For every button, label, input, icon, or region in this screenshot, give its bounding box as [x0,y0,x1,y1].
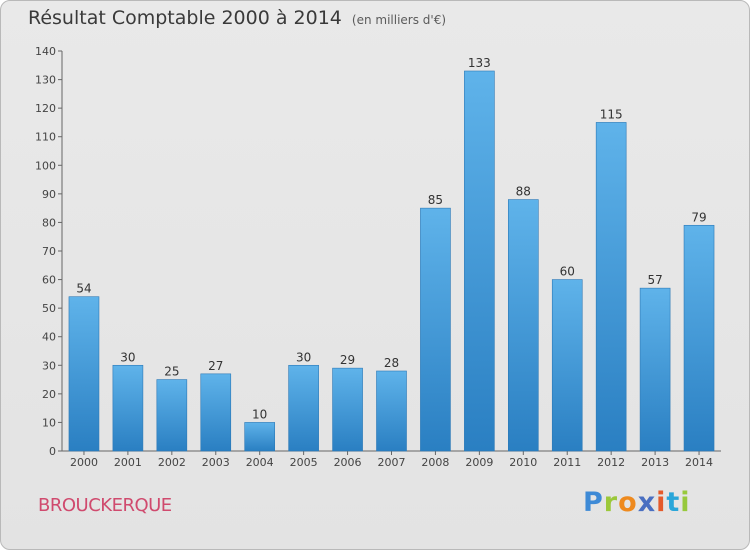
bar [332,367,363,452]
bar-value-label: 57 [647,273,662,287]
bar-value-label: 25 [164,365,179,379]
y-tick-label: 60 [42,274,56,287]
logo-letter: i [656,487,667,518]
chart-subtitle: (en milliers d'€) [351,13,447,27]
bar-value-label: 115 [600,107,623,121]
bar [464,70,495,452]
bar-value-label: 133 [468,56,491,70]
y-tick-label: 140 [35,45,56,58]
bar-value-label: 10 [252,407,267,421]
logo-letter: x [637,487,657,518]
y-tick-label: 70 [42,245,56,258]
bar [288,364,319,452]
x-tick-label: 2000 [70,456,98,469]
y-tick-label: 40 [42,331,56,344]
y-tick-label: 30 [42,359,56,372]
x-tick-label: 2011 [553,456,581,469]
x-tick-label: 2004 [246,456,274,469]
x-tick-label: 2003 [202,456,230,469]
y-tick-label: 20 [42,388,56,401]
bar-value-label: 28 [384,356,399,370]
chart-title-main: Résultat Comptable 2000 à 2014 [28,7,342,29]
y-tick-label: 0 [49,445,56,458]
logo-letter: o [618,487,638,518]
bar [112,364,144,452]
y-tick-label: 110 [35,131,56,144]
logo-letter: t [666,487,681,518]
x-tick-label: 2010 [509,456,537,469]
y-tick-label: 80 [42,216,56,229]
bar [156,379,188,452]
x-tick-label: 2009 [465,456,493,469]
y-tick-label: 120 [35,102,56,115]
proxiti-logo: Proxiti [583,487,691,518]
bar [639,287,671,452]
bar [551,279,583,452]
bar [200,373,232,452]
y-tick-label: 10 [42,416,56,429]
y-tick-label: 90 [42,188,56,201]
bar-value-label: 79 [691,210,706,224]
x-tick-label: 2014 [685,456,713,469]
x-tick-label: 2008 [421,456,449,469]
bar [595,122,627,452]
y-tick-label: 50 [42,302,56,315]
chart-bars: 54 30 25 27 10 30 29 28 85 133 88 60 115 57 79 [68,56,715,452]
chart-title: Résultat Comptable 2000 à 2014 (en millie… [28,7,446,29]
bar-value-label: 30 [296,350,311,364]
x-tick-label: 2007 [378,456,406,469]
bar-value-label: 29 [340,353,355,367]
bar [244,422,275,452]
y-tick-label: 100 [35,159,56,172]
bar-value-label: 30 [120,350,135,364]
bar [376,370,407,452]
x-tick-label: 2012 [597,456,625,469]
bar [420,207,451,452]
bar [507,199,539,452]
commune-name: BROUCKERQUE [38,495,172,516]
bar [683,224,715,452]
logo-letter: P [583,487,604,518]
bar-value-label: 60 [560,265,575,279]
y-tick-label: 130 [35,74,56,87]
x-tick-label: 2006 [334,456,362,469]
logo-letter: i [680,487,691,518]
bar-value-label: 27 [208,359,223,373]
bar-value-label: 54 [76,282,91,296]
x-tick-label: 2013 [641,456,669,469]
x-tick-label: 2001 [114,456,142,469]
bar [68,296,100,452]
x-tick-label: 2005 [290,456,318,469]
bar-value-label: 88 [516,185,531,199]
logo-letter: r [603,487,619,518]
x-tick-label: 2002 [158,456,186,469]
bar-value-label: 85 [428,193,443,207]
